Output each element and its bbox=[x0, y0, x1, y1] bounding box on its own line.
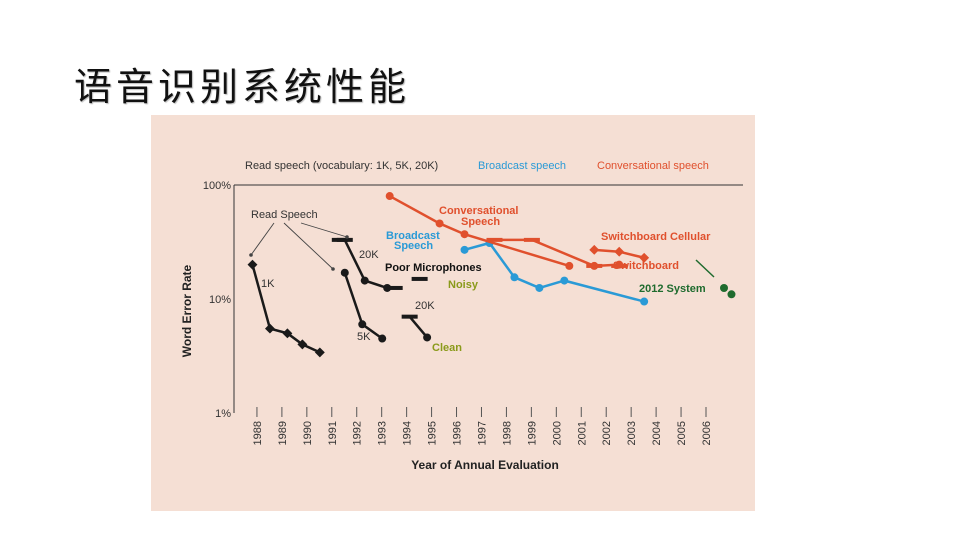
read-speech-arrowhead bbox=[345, 235, 349, 239]
annotation-5k: 5K bbox=[357, 331, 371, 343]
data-point-broadcast-speech bbox=[460, 245, 469, 254]
data-point-switchboard-cellular bbox=[589, 244, 600, 255]
system2012-point bbox=[720, 284, 728, 292]
read-speech-arrow-2 bbox=[283, 222, 334, 270]
annotation-clean: Clean bbox=[432, 342, 462, 354]
dash-marker bbox=[611, 263, 628, 268]
annotation-noisy: Noisy bbox=[448, 279, 479, 291]
x-tick-label: 1994 bbox=[402, 421, 414, 445]
annotation-broadcast-2: Speech bbox=[394, 240, 433, 252]
x-tick-label: 1997 bbox=[476, 421, 488, 445]
x-tick-label: 1998 bbox=[501, 421, 513, 445]
series-line-switchboard bbox=[494, 238, 620, 268]
data-point-read-speech-5k bbox=[358, 320, 367, 329]
x-tick-label: 2000 bbox=[551, 421, 563, 445]
read-speech-arrow-3 bbox=[300, 222, 348, 238]
annotation-1k: 1K bbox=[261, 278, 275, 290]
x-tick-label: 1999 bbox=[526, 421, 538, 445]
data-point-broadcast-speech bbox=[560, 276, 569, 285]
data-point-broadcast-speech bbox=[510, 273, 519, 282]
x-tick-label: 1992 bbox=[352, 421, 364, 445]
data-point-clean-20k- bbox=[423, 333, 432, 342]
x-tick-label: 2006 bbox=[701, 421, 713, 445]
x-tick-label: 2001 bbox=[576, 421, 588, 445]
data-point-conversational-speech bbox=[565, 261, 574, 270]
data-point-read-speech-1k bbox=[314, 347, 325, 358]
data-point-switchboard bbox=[486, 237, 503, 242]
data-point-read-speech-1k bbox=[264, 323, 275, 334]
slide-title: 语音识别系统性能 bbox=[74, 65, 411, 109]
y-axis-title: Word Error Rate bbox=[180, 264, 194, 357]
chart-panel: Read speech (vocabulary: 1K, 5K, 20K) Bro… bbox=[151, 115, 755, 511]
data-point-read-speech-20k bbox=[360, 276, 369, 285]
annotation-conversational-1: Conversational bbox=[439, 205, 518, 217]
read-speech-arrowhead bbox=[331, 267, 335, 271]
x-tick-label: 1993 bbox=[377, 421, 389, 445]
series-line-conversational-speech bbox=[389, 194, 570, 268]
dash-marker bbox=[586, 263, 603, 268]
read-speech-arrowhead bbox=[249, 253, 253, 257]
wer-chart: Read speech (vocabulary: 1K, 5K, 20K) Bro… bbox=[180, 160, 743, 472]
series-line-broadcast-speech bbox=[464, 241, 645, 303]
data-point-conversational-speech bbox=[435, 219, 444, 228]
x-tick-label: 1988 bbox=[252, 421, 264, 445]
data-point-clean-20k- bbox=[401, 314, 418, 319]
data-point-switchboard bbox=[523, 237, 540, 242]
annotation-conversational-2: Speech bbox=[461, 216, 500, 228]
data-point-conversational-speech bbox=[385, 192, 394, 201]
annotation-20k-a: 20K bbox=[359, 249, 379, 261]
x-tick-label: 1990 bbox=[302, 421, 314, 445]
legend-entry-1: Read speech (vocabulary: 1K, 5K, 20K) bbox=[245, 160, 438, 172]
dash-marker bbox=[386, 285, 403, 290]
annotation-switchboard-cellular: Switchboard Cellular bbox=[601, 231, 711, 243]
x-tick-label: 2004 bbox=[651, 421, 663, 445]
series-line-clean-20k- bbox=[408, 315, 429, 339]
y-tick-label: 100% bbox=[203, 180, 231, 192]
read-speech-arrow-1 bbox=[250, 222, 275, 256]
x-tick-label: 1995 bbox=[427, 421, 439, 445]
data-point-read-speech-1k bbox=[297, 339, 308, 350]
data-point-broadcast-speech bbox=[535, 283, 544, 292]
annotation-poor-microphones: Poor Microphones bbox=[385, 262, 482, 274]
annotation-2012-system: 2012 System bbox=[639, 283, 706, 295]
legend-entry-2: Broadcast speech bbox=[478, 160, 566, 172]
x-tick-label: 1991 bbox=[327, 421, 339, 445]
data-point-read-speech-5k bbox=[378, 334, 387, 343]
x-tick-label: 2002 bbox=[601, 421, 613, 445]
annotation-20k-b: 20K bbox=[415, 300, 435, 312]
dash-marker bbox=[331, 237, 348, 242]
data-point-broadcast-speech bbox=[640, 297, 649, 306]
data-point-switchboard-cellular bbox=[614, 246, 625, 257]
data-point-read-speech-5k bbox=[340, 268, 349, 277]
data-point-2012-system bbox=[727, 290, 736, 299]
data-point-noisy bbox=[411, 276, 428, 281]
data-point-switchboard-cellular bbox=[639, 252, 650, 263]
x-tick-label: 2003 bbox=[626, 421, 638, 445]
legend-entry-3: Conversational speech bbox=[597, 160, 709, 172]
x-tick-label: 2005 bbox=[676, 421, 688, 445]
annotation-broadcast-1: Broadcast bbox=[386, 230, 440, 242]
annotation-read-speech: Read Speech bbox=[251, 209, 318, 221]
y-tick-label: 1% bbox=[215, 408, 231, 420]
data-point-conversational-speech bbox=[460, 230, 469, 239]
x-tick-label: 1989 bbox=[277, 421, 289, 445]
x-axis-title: Year of Annual Evaluation bbox=[411, 458, 559, 472]
system2012-arrow bbox=[695, 259, 715, 278]
y-tick-label: 10% bbox=[209, 294, 231, 306]
x-tick-label: 1996 bbox=[452, 421, 464, 445]
data-point-read-speech-1k bbox=[247, 259, 258, 270]
annotation-switchboard: Switchboard bbox=[613, 260, 679, 272]
